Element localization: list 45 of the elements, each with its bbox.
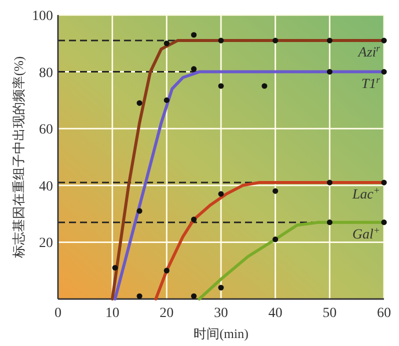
point (272, 38, 278, 44)
point (191, 216, 197, 222)
series-label: Lac$^{+}$ (351, 185, 380, 203)
point (272, 188, 278, 194)
series-label: T1$^{r}$ (361, 74, 380, 92)
point (262, 83, 268, 89)
x-tick-label: 0 (54, 306, 62, 321)
y-tick-label: 100 (32, 9, 53, 24)
point (191, 293, 197, 299)
x-tick-label: 20 (160, 306, 174, 321)
x-tick-label: 10 (105, 306, 120, 321)
point (326, 220, 332, 226)
series-label: Azi$^{r}$ (357, 43, 380, 61)
y-tick-label: 60 (39, 122, 53, 138)
point (191, 66, 197, 72)
point (136, 208, 142, 214)
x-tick-label: 30 (214, 306, 228, 321)
point (164, 268, 170, 274)
y-tick-label: 80 (39, 66, 53, 81)
point (136, 100, 142, 106)
point (218, 38, 224, 44)
point (218, 284, 224, 290)
point (381, 69, 387, 75)
series-label: Gal$^{+}$ (352, 224, 380, 242)
point (218, 191, 224, 197)
x-tick-label: 40 (268, 306, 282, 321)
y-tick-label: 40 (39, 179, 53, 194)
y-axis-title: 标志基因在重组子中出现的频率(%) (11, 56, 26, 259)
x-axis-title: 时间(min) (194, 326, 248, 341)
point (326, 38, 332, 44)
point (164, 40, 170, 46)
point (218, 83, 224, 89)
x-tick-label: 50 (322, 306, 337, 321)
point (136, 293, 142, 299)
point (381, 180, 387, 186)
point (381, 220, 387, 226)
point (164, 97, 170, 103)
y-tick-label: 20 (39, 236, 53, 252)
point (272, 236, 278, 242)
point (381, 38, 387, 44)
point (191, 32, 197, 38)
x-tick-label: 60 (377, 306, 391, 321)
point (112, 264, 118, 271)
point (326, 69, 332, 75)
point (326, 180, 332, 186)
